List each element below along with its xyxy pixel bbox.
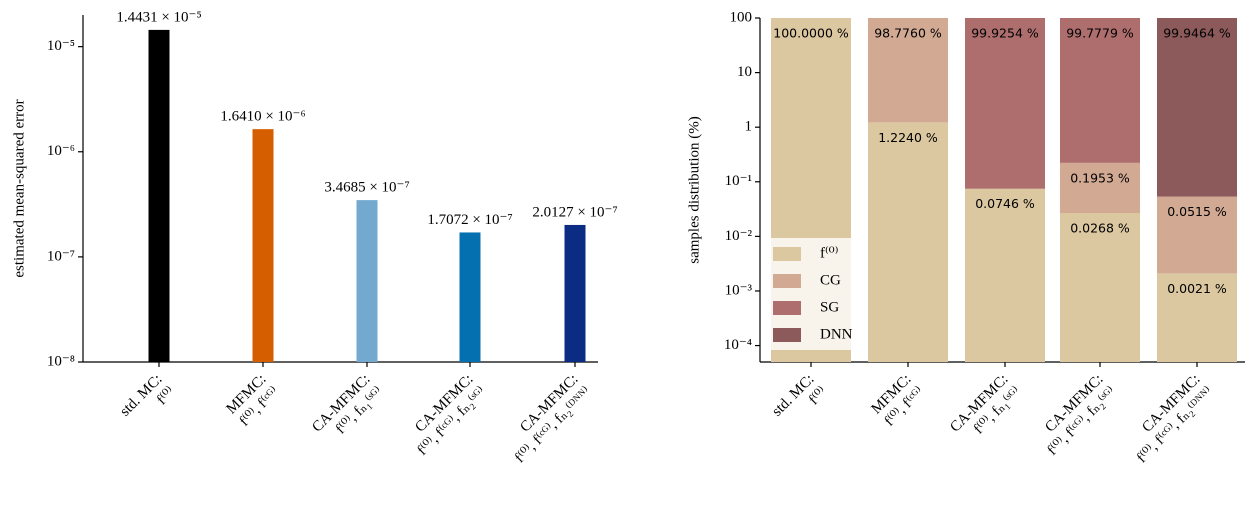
value-label: 0.0515 % (1167, 204, 1227, 219)
x-tick-label: std. MC:f⁽⁰⁾ (117, 372, 178, 433)
x-tick-label: std. MC:f⁽⁰⁾ (769, 372, 830, 433)
y-tick-label: 10⁻³ (725, 282, 753, 298)
value-label: 99.9464 % (1163, 26, 1231, 41)
y-tick-label: 10⁻¹ (725, 173, 752, 189)
x-tick-label: CA-MFMC:f⁽⁰⁾, f⁽ᶜᴳ⁾, fₙ₂⁽ˢᴳ⁾ (1032, 372, 1120, 460)
value-label: 0.0746 % (975, 196, 1035, 211)
bar (252, 129, 274, 362)
y-tick-label: 10⁻⁴ (724, 337, 752, 353)
x-tick-label: MFMC:f⁽⁰⁾, f⁽ᶜᴳ⁾ (224, 372, 283, 431)
value-label: 3.4685 × 10⁻⁷ (324, 180, 409, 196)
bar-segment (1157, 273, 1237, 362)
bar-segment (965, 188, 1045, 362)
x-tick-label: CA-MFMC:f⁽⁰⁾, fₙ₁⁽ˢᴳ⁾ (310, 372, 387, 449)
legend-swatch (773, 247, 801, 261)
y-axis-label: samples distribution (%) (686, 116, 702, 263)
value-label: 2.0127 × 10⁻⁷ (532, 204, 617, 220)
y-tick-label: 10⁻⁵ (47, 38, 75, 54)
value-label: 99.9254 % (971, 26, 1039, 41)
y-tick-label: 10⁻⁶ (47, 143, 75, 159)
y-axis-label: estimated mean-squared error (11, 99, 27, 277)
y-tick-label: 10 (737, 64, 752, 80)
value-label: 0.1953 % (1070, 170, 1130, 185)
bar-segment (1157, 18, 1237, 197)
value-label: 98.7760 % (874, 26, 942, 41)
value-label: 1.6410 × 10⁻⁶ (220, 109, 305, 125)
bar-segment (1157, 196, 1237, 274)
legend-label: CG (820, 272, 841, 288)
bar-segment (1060, 18, 1140, 163)
y-tick-label: 100 (730, 9, 753, 25)
bar (564, 224, 586, 362)
y-tick-label: 1 (745, 119, 753, 135)
x-tick-label: CA-MFMC:f⁽⁰⁾, f⁽ᶜᴳ⁾, fₙ₂⁽ᴰᴺᴺ⁾ (500, 372, 595, 467)
value-label: 1.7072 × 10⁻⁷ (427, 212, 512, 228)
value-label: 99.7779 % (1066, 26, 1134, 41)
x-tick-label: CA-MFMC:f⁽⁰⁾, fₙ₁⁽ˢᴳ⁾ (948, 372, 1025, 449)
value-label: 100.0000 % (773, 26, 849, 41)
value-label: 0.0268 % (1070, 221, 1130, 236)
bar-segment (1060, 213, 1140, 362)
legend-swatch (773, 301, 801, 315)
bar-segment (868, 122, 948, 362)
bar-segment (868, 18, 948, 123)
x-tick-label: CA-MFMC:f⁽⁰⁾, f⁽ᶜᴳ⁾, fₙ₂⁽ˢᴳ⁾ (402, 372, 490, 460)
bar (356, 200, 378, 362)
legend-label: f⁽⁰⁾ (820, 244, 838, 261)
legend-label: DNN (820, 326, 853, 342)
bar (148, 29, 170, 362)
y-tick-label: 10⁻² (725, 228, 753, 244)
value-label: 1.2240 % (878, 130, 938, 145)
legend-swatch (773, 328, 801, 342)
x-tick-label: MFMC:f⁽⁰⁾, f⁽ᶜᴳ⁾ (869, 372, 928, 431)
legend-swatch (773, 274, 801, 288)
bar (459, 232, 481, 362)
y-tick-label: 10⁻⁷ (47, 248, 75, 264)
y-tick-label: 10⁻⁸ (47, 353, 75, 369)
value-label: 1.4431 × 10⁻⁵ (116, 9, 201, 25)
bar-segment (1060, 162, 1140, 214)
value-label: 0.0021 % (1167, 281, 1227, 296)
x-tick-label: CA-MFMC:f⁽⁰⁾, f⁽ᶜᴳ⁾, fₙ₂⁽ᴰᴺᴺ⁾ (1122, 372, 1217, 467)
legend-label: SG (820, 299, 839, 315)
bar-segment (965, 18, 1045, 189)
